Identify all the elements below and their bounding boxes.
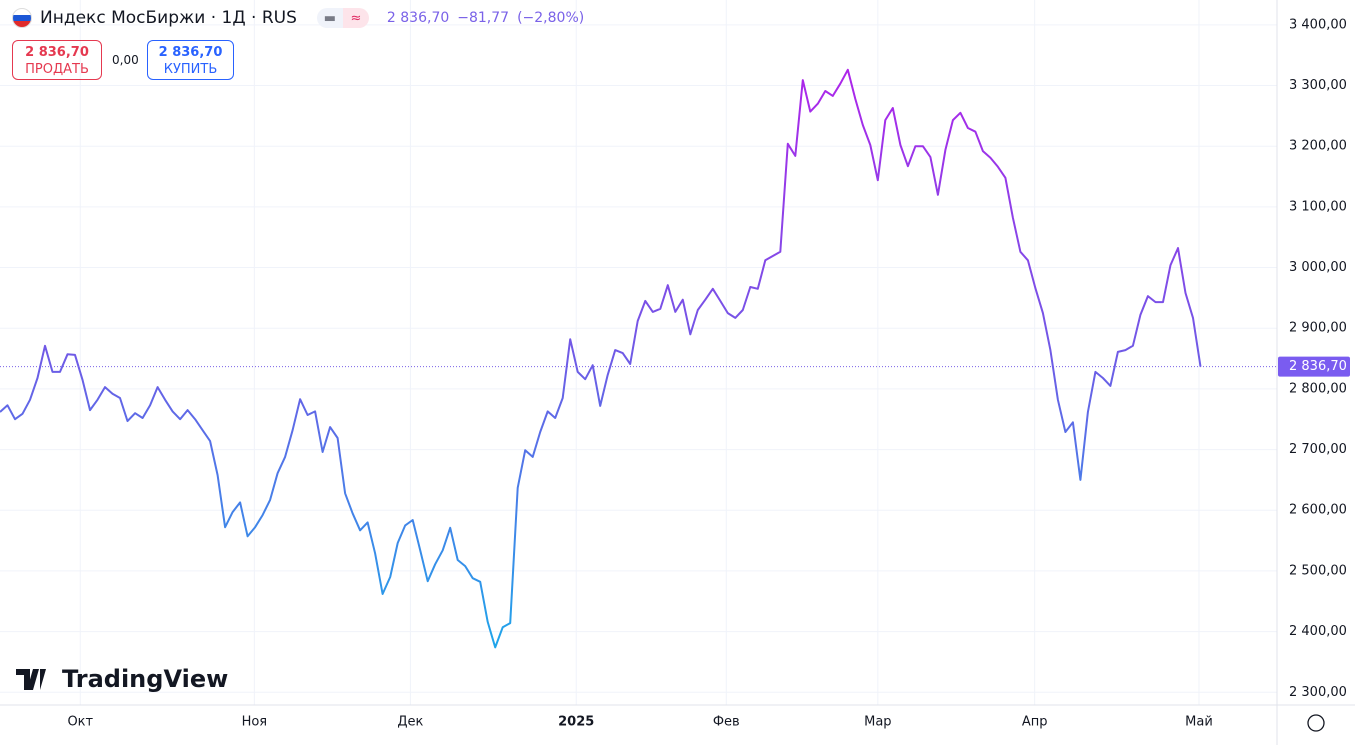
x-tick-label: Мар (864, 715, 891, 730)
y-tick-label: 3 200,00 (1289, 139, 1347, 154)
y-tick-label: 2 900,00 (1289, 321, 1347, 336)
buy-button[interactable]: 2 836,70 КУПИТЬ (147, 40, 234, 80)
logo: TradingView (16, 665, 228, 693)
buy-price: 2 836,70 (158, 45, 223, 60)
x-tick-label: Дек (397, 715, 423, 730)
sell-button[interactable]: 2 836,70 ПРОДАТЬ (12, 40, 102, 80)
header: Индекс МосБиржи · 1Д · RUS ▬ ≈ 2 836,70 −… (12, 8, 584, 28)
x-tick-label: Май (1185, 715, 1213, 730)
x-tick-label: Ноя (242, 715, 268, 730)
last-price-box (1278, 356, 1350, 377)
change: −81,77 (457, 10, 510, 26)
y-tick-label: 2 800,00 (1289, 381, 1347, 396)
spread: 0,00 (112, 53, 139, 67)
y-tick-label: 3 300,00 (1289, 78, 1347, 93)
flag (12, 8, 32, 28)
change-pct: (−2,80%) (517, 10, 585, 26)
y-tick-label: 2 300,00 (1289, 685, 1347, 700)
y-tick-label: 2 700,00 (1289, 442, 1347, 457)
x-tick-label: Фев (713, 715, 740, 730)
buy-label: КУПИТЬ (163, 62, 218, 77)
y-tick-label: 3 100,00 (1289, 199, 1347, 214)
y-tick-label: 2 500,00 (1289, 563, 1347, 578)
y-tick-label: 2 600,00 (1289, 503, 1347, 518)
logo-text: TradingView (62, 665, 228, 693)
x-tick-label: Апр (1022, 715, 1048, 730)
x-tick-label: 2025 (558, 715, 594, 730)
y-tick-label: 2 400,00 (1289, 624, 1347, 639)
y-tick-label: 3 400,00 (1289, 17, 1347, 32)
title: Индекс МосБиржи · 1Д · RUS (40, 8, 297, 28)
price-line (0, 68, 1202, 649)
settings-icon[interactable] (1307, 714, 1325, 732)
toggle[interactable]: ▬ ≈ (316, 8, 369, 28)
sell-price: 2 836,70 (25, 45, 89, 60)
y-tick-label: 3 000,00 (1289, 260, 1347, 275)
x-tick-label: Окт (67, 715, 93, 730)
price: 2 836,70 (386, 10, 450, 26)
sell-label: ПРОДАТЬ (25, 62, 89, 77)
last-price-label: 2 836,70 (1289, 359, 1347, 374)
